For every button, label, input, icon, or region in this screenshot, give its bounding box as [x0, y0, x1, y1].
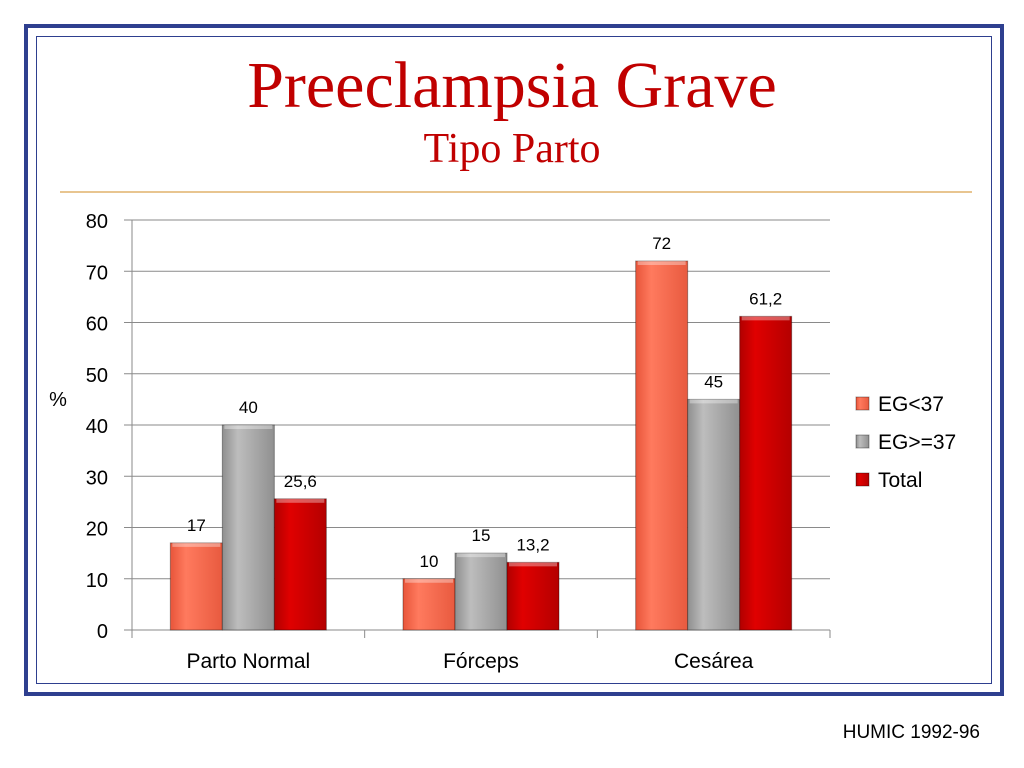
- legend-swatch: [855, 434, 870, 449]
- slide-title: Preeclampsia Grave: [247, 49, 777, 122]
- bar-highlight: [509, 562, 557, 567]
- bar-EG37-0: [169, 542, 223, 631]
- y-tick-label: 60: [86, 314, 108, 336]
- slide-frame: [24, 24, 1004, 696]
- y-axis-label: %: [49, 389, 67, 411]
- legend-label: Total: [878, 469, 922, 492]
- data-label: 10: [420, 552, 439, 571]
- y-tick-label: 80: [86, 211, 108, 233]
- bar-highlight: [276, 498, 325, 503]
- legend-swatch: [855, 472, 870, 487]
- x-tick-label: Fórceps: [443, 650, 519, 673]
- bar-highlight: [457, 553, 505, 558]
- data-label: 45: [704, 372, 723, 391]
- legend-label: EG<37: [878, 393, 944, 416]
- x-tick-label: Parto Normal: [186, 650, 310, 673]
- data-label: 15: [472, 526, 491, 545]
- bar-EG37-2: [687, 398, 741, 631]
- legend: EG<37 EG>=37 Total: [855, 393, 956, 492]
- data-label: 13,2: [516, 535, 549, 554]
- x-tick-label: Cesárea: [674, 650, 754, 673]
- y-tick-label: 40: [86, 416, 108, 438]
- bar-EG37-1: [454, 552, 508, 631]
- chart-text: 0 10 20 30 40 50 60 70 80% Parto Normal Fórceps Ces…: [49, 211, 782, 673]
- bar-highlight: [741, 316, 790, 321]
- title-divider: [60, 191, 972, 193]
- bar-Total-0: [273, 498, 327, 631]
- y-tick-label: 10: [86, 570, 108, 592]
- y-tick-label: 30: [86, 467, 108, 489]
- bar-EG37-1: [402, 578, 456, 631]
- data-label: 25,6: [284, 472, 317, 491]
- y-tick-label: 20: [86, 519, 108, 541]
- data-label: 72: [652, 234, 671, 253]
- bar-EG37-0: [221, 424, 275, 631]
- slide-frame-inner: [36, 36, 992, 684]
- bar-highlight: [224, 425, 273, 429]
- slide-subtitle: Tipo Parto: [423, 126, 601, 172]
- data-label: 40: [239, 398, 258, 417]
- data-label: 61,2: [749, 289, 782, 308]
- bar-highlight: [637, 261, 686, 265]
- legend-label: EG>=37: [878, 431, 956, 454]
- bar-highlight: [172, 542, 221, 547]
- data-label: 17: [187, 516, 206, 535]
- bar-highlight: [405, 578, 453, 583]
- y-tick-label: 70: [86, 262, 108, 284]
- bar-EG37-2: [635, 260, 689, 631]
- y-tick-label: 50: [86, 365, 108, 387]
- source-note: HUMIC 1992-96: [842, 722, 980, 743]
- bar-Total-1: [506, 561, 560, 631]
- bars: [169, 260, 793, 631]
- bar-Total-2: [739, 315, 793, 631]
- legend-swatch: [855, 396, 870, 411]
- bar-highlight: [689, 399, 738, 404]
- y-tick-label: 0: [97, 621, 108, 643]
